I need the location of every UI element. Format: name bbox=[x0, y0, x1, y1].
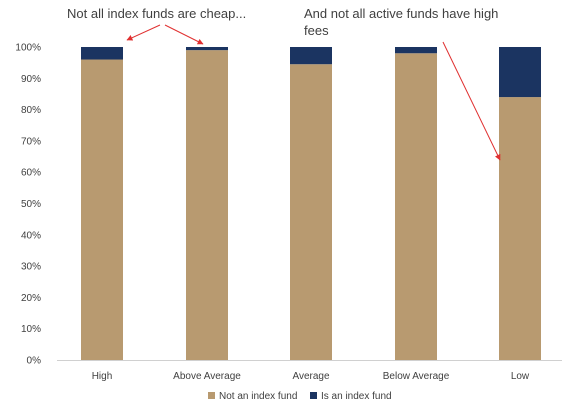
y-tick-label: 40% bbox=[21, 230, 41, 241]
bar-segment-index-fund bbox=[395, 47, 437, 54]
x-tick-label: High bbox=[92, 371, 113, 382]
annotation-active-funds-fees: And not all active funds have high fees bbox=[304, 6, 499, 38]
y-axis-labels: 0% 10% 20% 30% 40% 50% 60% 70% 80% 90% 100% bbox=[15, 43, 41, 367]
legend-label-not-index-fund: Not an index fund bbox=[219, 391, 297, 402]
bar-segment-not-index-fund bbox=[81, 59, 123, 361]
y-tick-label: 80% bbox=[21, 105, 41, 116]
annotation-index-funds-cheap: Not all index funds are cheap... bbox=[67, 6, 247, 21]
bar-segment-index-fund bbox=[186, 47, 228, 51]
y-tick-label: 0% bbox=[27, 356, 42, 367]
bar-segment-index-fund bbox=[499, 47, 541, 98]
bar-segment-not-index-fund bbox=[395, 53, 437, 360]
bars bbox=[81, 47, 541, 361]
legend-swatch-not-index-fund bbox=[208, 392, 215, 399]
bar-segment-not-index-fund bbox=[186, 50, 228, 360]
y-tick-label: 70% bbox=[21, 136, 41, 147]
legend-swatch-index-fund bbox=[310, 392, 317, 399]
y-tick-label: 30% bbox=[21, 262, 41, 273]
y-tick-label: 100% bbox=[15, 43, 41, 54]
legend-label-index-fund: Is an index fund bbox=[321, 391, 392, 402]
y-tick-label: 50% bbox=[21, 199, 41, 210]
x-axis-labels: High Above Average Average Below Average Low bbox=[92, 371, 530, 382]
x-tick-label: Low bbox=[511, 371, 530, 382]
bar-segment-not-index-fund bbox=[290, 64, 332, 360]
x-tick-label: Above Average bbox=[173, 371, 241, 382]
bar-segment-index-fund bbox=[290, 47, 332, 65]
y-tick-label: 10% bbox=[21, 324, 41, 335]
bar-segment-index-fund bbox=[81, 47, 123, 60]
arrow-to-low bbox=[442, 41, 501, 161]
y-tick-label: 90% bbox=[21, 74, 41, 85]
arrow-to-above-average bbox=[164, 24, 204, 45]
bar-segment-not-index-fund bbox=[499, 97, 541, 360]
legend: Not an index fund Is an index fund bbox=[208, 391, 392, 402]
x-tick-label: Average bbox=[292, 371, 330, 382]
arrow-to-high bbox=[126, 24, 161, 41]
x-tick-label: Below Average bbox=[383, 371, 450, 382]
y-tick-label: 60% bbox=[21, 168, 41, 179]
annotation-arrows bbox=[126, 24, 501, 161]
y-tick-label: 20% bbox=[21, 293, 41, 304]
